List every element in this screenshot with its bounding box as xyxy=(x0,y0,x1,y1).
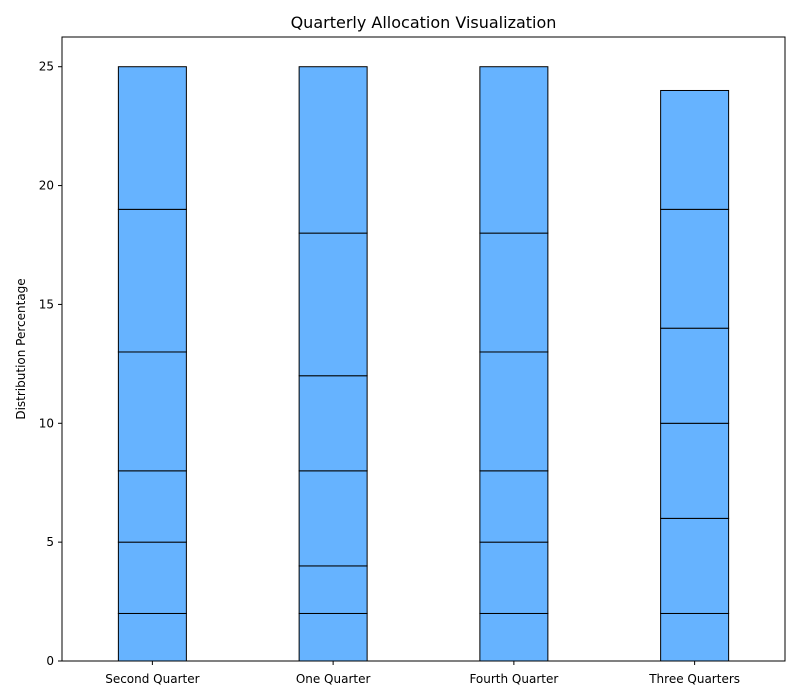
bar-segment xyxy=(479,232,549,353)
plot-frame xyxy=(61,36,786,662)
x-tick-label: Three Quarters xyxy=(648,672,740,686)
bar-segment xyxy=(117,351,187,472)
bar-segment xyxy=(479,612,549,662)
y-tick-label: 15 xyxy=(39,297,54,311)
bar-segment xyxy=(117,470,187,543)
bar-segment xyxy=(117,612,187,662)
bar-segment xyxy=(660,89,730,210)
bar-segment xyxy=(479,541,549,614)
bar-segment xyxy=(117,541,187,614)
x-tick-label: Fourth Quarter xyxy=(469,672,558,686)
bar-segment xyxy=(479,351,549,472)
bar-segment xyxy=(298,66,368,234)
bar-segment xyxy=(298,612,368,662)
bars-group xyxy=(117,66,730,662)
bar-segment xyxy=(660,422,730,519)
y-axis-label: Distribution Percentage xyxy=(14,278,28,419)
bar-segment xyxy=(298,565,368,614)
y-axis: 0 5 10 15 20 25 xyxy=(39,60,62,668)
y-tick-label: 25 xyxy=(39,60,54,74)
bar-segment xyxy=(117,208,187,353)
x-tick-label: Second Quarter xyxy=(105,672,199,686)
bar-segment xyxy=(298,470,368,567)
chart-title: Quarterly Allocation Visualization xyxy=(291,13,557,32)
bar-segment xyxy=(660,327,730,424)
x-axis: Second Quarter One Quarter Fourth Quarter T… xyxy=(105,661,740,686)
bar-segment xyxy=(660,208,730,329)
bar-segment xyxy=(479,66,549,234)
y-tick-label: 0 xyxy=(46,654,54,668)
y-tick-label: 5 xyxy=(46,535,54,549)
bar-segment xyxy=(298,232,368,377)
y-tick-label: 20 xyxy=(39,179,54,193)
bar-segment xyxy=(117,66,187,210)
bar-segment xyxy=(298,375,368,472)
bar-segment xyxy=(660,612,730,662)
y-tick-label: 10 xyxy=(39,416,54,430)
bar-segment xyxy=(660,517,730,614)
bar-segment xyxy=(479,470,549,543)
x-tick-label: One Quarter xyxy=(296,672,371,686)
